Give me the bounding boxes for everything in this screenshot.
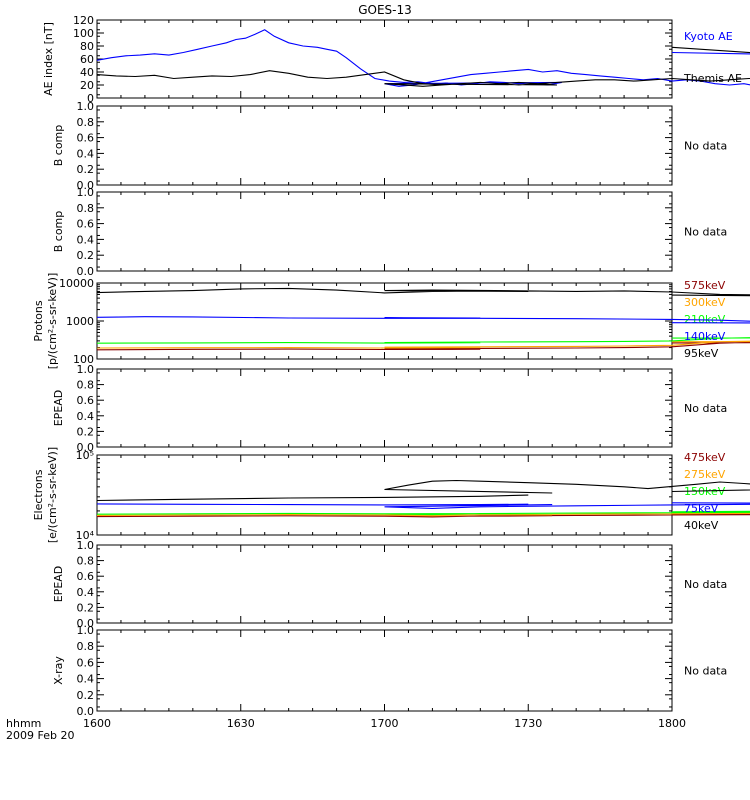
series-line-themis-ae <box>96 46 750 87</box>
x-tick-label: 1600 <box>83 717 111 730</box>
y-axis-label: Electrons <box>32 469 45 520</box>
y-axis-unit: [p/(cm²-s-sr-keV)] <box>46 273 59 370</box>
legend-entry: 95keV <box>684 347 719 360</box>
panel-frame-1 <box>96 19 673 99</box>
y-tick-label: 0.2 <box>77 249 95 262</box>
y-tick-label: 1.0 <box>77 363 95 376</box>
legend-entry: Kyoto AE <box>684 30 733 43</box>
legend-entry: 300keV <box>684 296 726 309</box>
y-tick-label: 0.0 <box>77 265 95 278</box>
y-tick-label: 0.0 <box>77 179 95 192</box>
panel-frame-3 <box>96 191 673 272</box>
series-line-475kev <box>96 513 750 518</box>
y-axis-label: B comp <box>52 211 65 253</box>
panel-frame-8 <box>96 629 673 712</box>
y-tick-label: 0.6 <box>77 132 95 145</box>
y-tick-label: 80 <box>80 40 94 53</box>
y-tick-label: 0.8 <box>77 379 95 392</box>
series-line-95kev <box>96 287 750 297</box>
y-axis-label: EPEAD <box>52 566 65 603</box>
y-tick-label: 0.2 <box>77 601 95 614</box>
y-tick-label: 0.6 <box>77 570 95 583</box>
y-tick-label: 0.6 <box>77 656 95 669</box>
y-tick-label: 10000 <box>59 277 94 290</box>
y-tick-label: 100 <box>73 27 94 40</box>
y-axis-label: EPEAD <box>52 390 65 427</box>
panel-frame-5 <box>96 368 673 448</box>
panel-frame-7 <box>96 544 673 624</box>
y-tick-label: 1000 <box>66 315 94 328</box>
x-tick-label: 1630 <box>227 717 255 730</box>
y-tick-label: 10⁴ <box>76 529 95 542</box>
time-axis-label: hhmm <box>6 717 41 730</box>
date-label: 2009 Feb 20 <box>6 729 74 742</box>
y-tick-label: 1.0 <box>77 186 95 199</box>
legend-entry: 575keV <box>684 279 726 292</box>
y-tick-label: 0.6 <box>77 394 95 407</box>
y-tick-label: 1.0 <box>77 624 95 637</box>
y-axis-unit: [e/(cm²-s-sr-keV)] <box>46 447 59 543</box>
legend-entry: 275keV <box>684 468 726 481</box>
series-line-40kev <box>96 479 750 502</box>
series-line-575kev <box>96 341 750 351</box>
y-axis-label: X-ray <box>52 656 65 685</box>
y-tick-label: 0.4 <box>77 410 95 423</box>
y-tick-label: 0.4 <box>77 673 95 686</box>
y-tick-label: 0.8 <box>77 116 95 129</box>
series-line-150kev <box>96 510 750 516</box>
panel-frame-2 <box>96 105 673 186</box>
no-data-label: No data <box>684 226 727 239</box>
y-tick-label: 0.0 <box>77 441 95 454</box>
no-data-label: No data <box>684 665 727 678</box>
x-tick-label: 1800 <box>658 717 686 730</box>
chart-title: GOES-13 <box>358 3 412 17</box>
y-tick-label: 0.8 <box>77 640 95 653</box>
y-tick-label: 0.2 <box>77 689 95 702</box>
x-tick-label: 1700 <box>371 717 399 730</box>
y-tick-label: 0.0 <box>77 705 95 718</box>
y-tick-label: 0.4 <box>77 147 95 160</box>
legend-entry: Themis AE <box>683 72 742 85</box>
y-tick-label: 120 <box>73 14 94 27</box>
y-axis-label: B comp <box>52 125 65 167</box>
y-tick-label: 0.2 <box>77 425 95 438</box>
y-tick-label: 0.4 <box>77 233 95 246</box>
x-tick-label: 1730 <box>514 717 542 730</box>
y-axis-label: Protons <box>32 300 45 341</box>
y-tick-label: 100 <box>73 353 94 366</box>
legend-entry: 140keV <box>684 330 726 343</box>
y-tick-label: 0.8 <box>77 202 95 215</box>
series-line-275kev <box>96 512 750 517</box>
y-tick-label: 10⁵ <box>76 449 94 462</box>
y-tick-label: 0 <box>87 92 94 105</box>
legend-entry: 40keV <box>684 519 719 532</box>
no-data-label: No data <box>684 578 727 591</box>
y-axis-label: AE index [nT] <box>42 22 55 96</box>
legend-entry: 150keV <box>684 485 726 498</box>
y-tick-label: 1.0 <box>77 539 95 552</box>
legend-entry: 475keV <box>684 451 726 464</box>
y-tick-label: 0.6 <box>77 218 95 231</box>
no-data-label: No data <box>684 140 727 153</box>
y-tick-label: 0.2 <box>77 163 95 176</box>
y-tick-label: 1.0 <box>77 100 95 113</box>
series-line-210kev <box>96 337 750 344</box>
y-tick-label: 0.8 <box>77 555 95 568</box>
series-line-140kev <box>96 316 750 324</box>
legend-entry: 75keV <box>684 502 719 515</box>
y-tick-label: 40 <box>80 66 94 79</box>
y-tick-label: 20 <box>80 79 94 92</box>
y-tick-label: 0.4 <box>77 586 95 599</box>
y-tick-label: 0.0 <box>77 617 95 630</box>
y-tick-label: 60 <box>80 53 94 66</box>
series-line-300kev <box>96 340 750 349</box>
no-data-label: No data <box>684 402 727 415</box>
series-line-75kev <box>96 502 750 509</box>
panel-frame-6 <box>96 454 673 536</box>
